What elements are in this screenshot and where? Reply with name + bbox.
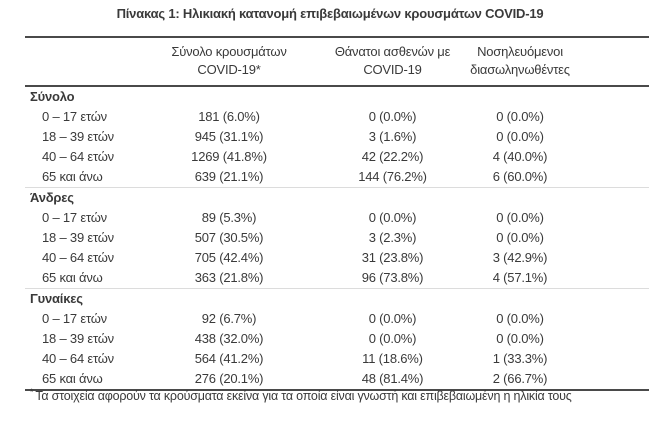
table-row: 0 – 17 ετών 89 (5.3%) 0 (0.0%) 0 (0.0%)	[25, 208, 649, 228]
cases-cell: 276 (20.1%)	[194, 371, 264, 386]
row-spacer-cell	[570, 107, 649, 127]
row-spacer-cell	[570, 228, 649, 248]
table-header-row: Σύνολο κρουσμάτων COVID-19* Θάνατοι ασθε…	[25, 38, 649, 87]
deaths-cell: 144 (76.2%)	[358, 169, 427, 184]
age-cell: 18 – 39 ετών	[42, 230, 114, 245]
cases-cell: 507 (30.5%)	[194, 230, 264, 245]
age-cell: 40 – 64 ετών	[42, 351, 114, 366]
cases-cell: 363 (21.8%)	[194, 270, 264, 285]
header-total-cases: Σύνολο κρουσμάτων COVID-19*	[143, 43, 315, 79]
deaths-cell: 42 (22.2%)	[361, 149, 424, 164]
deaths-cell: 0 (0.0%)	[368, 331, 417, 346]
table-groups: Σύνολο 0 – 17 ετών 181 (6.0%) 0 (0.0%) 0 (0.…	[25, 87, 649, 391]
intubated-cell: 4 (40.0%)	[492, 149, 548, 164]
table-row: 65 και άνω 276 (20.1%) 48 (81.4%) 2 (66.7%)	[25, 369, 649, 389]
row-spacer-cell	[570, 248, 649, 268]
header-deaths: Θάνατοι ασθενών με COVID-19	[315, 43, 470, 79]
deaths-cell: 96 (73.8%)	[361, 270, 424, 285]
row-spacer-cell	[570, 349, 649, 369]
header-deaths-line1: Θάνατοι ασθενών με	[334, 44, 451, 59]
cases-cell: 438 (32.0%)	[194, 331, 264, 346]
age-cell: 18 – 39 ετών	[42, 331, 114, 346]
row-spacer-cell	[570, 167, 649, 187]
age-cell: 40 – 64 ετών	[42, 250, 114, 265]
table-row: 18 – 39 ετών 507 (30.5%) 3 (2.3%) 0 (0.0%)	[25, 228, 649, 248]
intubated-cell: 0 (0.0%)	[496, 129, 544, 144]
cases-cell: 945 (31.1%)	[194, 129, 264, 144]
cases-cell: 639 (21.1%)	[194, 169, 264, 184]
row-spacer-cell	[570, 208, 649, 228]
intubated-cell: 0 (0.0%)	[496, 331, 544, 346]
age-cell: 0 – 17 ετών	[42, 311, 107, 326]
header-intubated-line2: διασωληνωθέντες	[470, 62, 570, 77]
intubated-cell: 0 (0.0%)	[496, 109, 544, 124]
group-label: Γυναίκες	[30, 291, 83, 306]
header-total-cases-line1: Σύνολο κρουσμάτων	[171, 44, 287, 59]
deaths-cell: 0 (0.0%)	[368, 109, 417, 124]
header-intubated: Νοσηλευόμενοι διασωληνωθέντες	[470, 43, 570, 79]
covid-age-table: Σύνολο κρουσμάτων COVID-19* Θάνατοι ασθε…	[25, 36, 649, 391]
group-header-row: Άνδρες	[25, 188, 649, 208]
intubated-cell: 0 (0.0%)	[496, 230, 544, 245]
intubated-cell: 2 (66.7%)	[492, 371, 548, 386]
table-title: Πίνακας 1: Ηλικιακή κατανομή επιβεβαιωμέ…	[116, 6, 544, 21]
intubated-cell: 0 (0.0%)	[496, 210, 544, 225]
footnote-asterisk: *	[30, 387, 34, 397]
group-block: Σύνολο 0 – 17 ετών 181 (6.0%) 0 (0.0%) 0 (0.…	[25, 87, 649, 187]
intubated-cell: 3 (42.9%)	[492, 250, 548, 265]
header-intubated-line1: Νοσηλευόμενοι	[477, 44, 563, 59]
row-spacer-cell	[570, 309, 649, 329]
group-header-row: Σύνολο	[25, 87, 649, 107]
table-row: 0 – 17 ετών 181 (6.0%) 0 (0.0%) 0 (0.0%)	[25, 107, 649, 127]
group-header-row: Γυναίκες	[25, 289, 649, 309]
group-block: Άνδρες 0 – 17 ετών 89 (5.3%) 0 (0.0%) 0 (0.0…	[25, 187, 649, 288]
age-cell: 18 – 39 ετών	[42, 129, 114, 144]
cases-cell: 92 (6.7%)	[201, 311, 257, 326]
cases-cell: 564 (41.2%)	[194, 351, 264, 366]
age-cell: 65 και άνω	[42, 169, 103, 184]
footnote: * Τα στοιχεία αφορούν τα κρούσματα εκείνα…	[30, 387, 650, 403]
deaths-cell: 0 (0.0%)	[368, 210, 417, 225]
deaths-cell: 3 (2.3%)	[368, 230, 417, 245]
footnote-text: Τα στοιχεία αφορούν τα κρούσματα εκείνα …	[35, 389, 572, 404]
age-cell: 0 – 17 ετών	[42, 210, 107, 225]
table-row: 18 – 39 ετών 438 (32.0%) 0 (0.0%) 0 (0.0%)	[25, 329, 649, 349]
intubated-cell: 4 (57.1%)	[492, 270, 548, 285]
table-row: 0 – 17 ετών 92 (6.7%) 0 (0.0%) 0 (0.0%)	[25, 309, 649, 329]
deaths-cell: 48 (81.4%)	[361, 371, 424, 386]
row-spacer-cell	[570, 147, 649, 167]
age-cell: 40 – 64 ετών	[42, 149, 114, 164]
header-spacer-right	[570, 43, 649, 79]
header-spacer	[25, 43, 143, 79]
age-cell: 65 και άνω	[42, 371, 103, 386]
row-spacer-cell	[570, 329, 649, 349]
group-label: Άνδρες	[30, 190, 74, 205]
cases-cell: 705 (42.4%)	[194, 250, 264, 265]
age-cell: 0 – 17 ετών	[42, 109, 107, 124]
intubated-cell: 0 (0.0%)	[496, 311, 544, 326]
intubated-cell: 6 (60.0%)	[492, 169, 548, 184]
deaths-cell: 11 (18.6%)	[362, 351, 423, 366]
deaths-cell: 0 (0.0%)	[368, 311, 417, 326]
header-deaths-line2: COVID-19	[363, 62, 422, 77]
row-spacer-cell	[570, 369, 649, 389]
cases-cell: 1269 (41.8%)	[191, 149, 267, 164]
group-label: Σύνολο	[30, 89, 75, 104]
age-cell: 65 και άνω	[42, 270, 103, 285]
cases-cell: 89 (5.3%)	[201, 210, 257, 225]
group-block: Γυναίκες 0 – 17 ετών 92 (6.7%) 0 (0.0%) 0 (0…	[25, 288, 649, 389]
row-spacer-cell	[570, 268, 649, 288]
deaths-cell: 31 (23.8%)	[361, 250, 424, 265]
table-row: 18 – 39 ετών 945 (31.1%) 3 (1.6%) 0 (0.0%)	[25, 127, 649, 147]
cases-cell: 181 (6.0%)	[198, 109, 260, 124]
deaths-cell: 3 (1.6%)	[368, 129, 417, 144]
table-row: 65 και άνω 363 (21.8%) 96 (73.8%) 4 (57.1%)	[25, 268, 649, 288]
header-total-cases-line2: COVID-19*	[197, 62, 261, 77]
row-spacer-cell	[570, 127, 649, 147]
table-row: 65 και άνω 639 (21.1%) 144 (76.2%) 6 (60.0%…	[25, 167, 649, 187]
table-row: 40 – 64 ετών 1269 (41.8%) 42 (22.2%) 4 (40.…	[25, 147, 649, 167]
table-row: 40 – 64 ετών 705 (42.4%) 31 (23.8%) 3 (42.9…	[25, 248, 649, 268]
table-row: 40 – 64 ετών 564 (41.2%) 11 (18.6%) 1 (33.3…	[25, 349, 649, 369]
intubated-cell: 1 (33.3%)	[492, 351, 548, 366]
